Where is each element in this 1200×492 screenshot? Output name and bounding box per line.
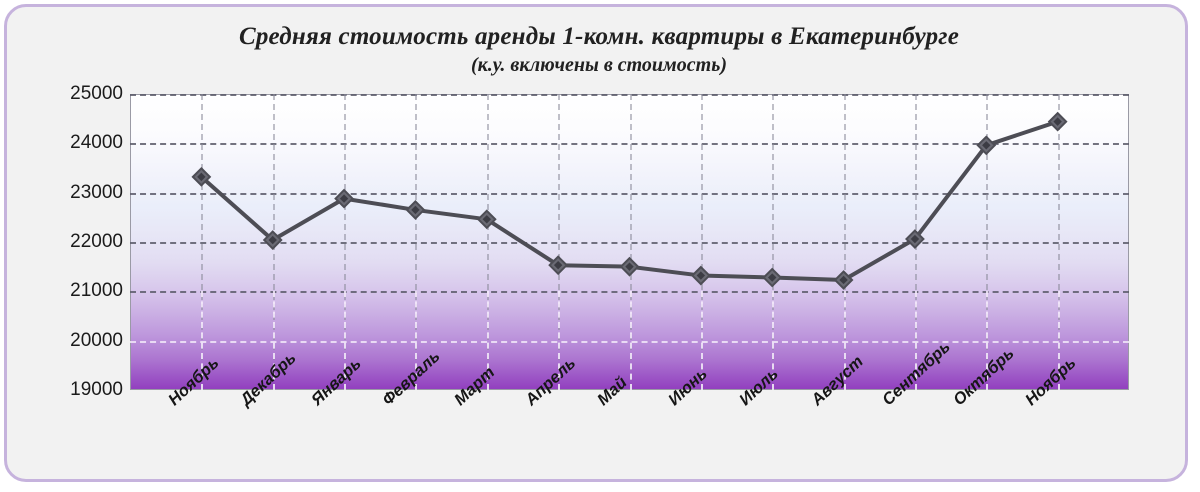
series-line [199,119,1060,282]
vertical-gridline [772,94,775,390]
data-point-marker-core [268,235,277,245]
vertical-gridline-light [344,291,347,390]
y-axis-tick-label: 21000 [70,280,123,302]
vertical-gridline [486,94,489,390]
y-axis-tick-label: 19000 [70,379,123,400]
data-point-marker-core [910,234,920,244]
line-series [191,111,1068,290]
vertical-gridline [700,94,703,390]
vertical-gridline-light [486,291,489,390]
vertical-gridline-light [700,291,703,390]
vertical-gridline-light [201,291,204,390]
y-axis-tick-label: 20000 [70,329,123,351]
data-point-marker-core [197,172,206,182]
chart-title-block: Средняя стоимость аренды 1-комн. квартир… [7,23,1185,77]
y-axis-tick-label: 22000 [70,231,123,252]
chart-card: Средняя стоимость аренды 1-комн. квартир… [4,4,1188,482]
data-point-marker-core [339,194,349,203]
vertical-gridline [629,94,632,390]
vertical-gridline [558,94,561,390]
vertical-gridline [986,94,989,390]
vertical-gridline-light [415,291,418,390]
page-title: Средняя стоимость аренды 1-комн. квартир… [238,23,960,50]
vertical-gridline-light [558,291,561,390]
vertical-gridline-light [772,291,775,390]
vertical-gridline-light [843,291,846,390]
y-axis-tick-label: 24000 [70,132,123,154]
x-axis-labels: Ноябрь Декабрь Январь Февраль Март Апрель Май И… [130,338,1129,479]
y-axis-tick-label: 23000 [70,181,123,203]
data-point-marker-core [482,215,491,224]
vertical-gridline [1057,94,1060,390]
data-point-marker-core [982,141,991,150]
data-point-marker-core [625,262,634,271]
vertical-gridline [415,94,418,390]
plot-area [130,94,1129,390]
vertical-gridline [201,94,204,390]
vertical-gridline [843,94,846,390]
data-point-marker-core [1053,117,1062,126]
vertical-gridline-light [272,291,275,390]
grid-layer [130,94,1129,390]
data-point-marker-core [839,275,848,285]
vertical-gridline-light [629,291,632,390]
data-point-marker-core [696,271,706,280]
vertical-gridline [344,94,347,390]
y-axis-labels: 25000 24000 23000 22000 21000 20000 19000 [31,83,123,400]
vertical-gridline-light [914,291,917,390]
data-point-marker-core [768,273,777,282]
vertical-gridline-light [986,291,989,390]
chart-subtitle: (к.у. включены в стоимость) [470,54,727,76]
vertical-gridline-light [1057,291,1060,390]
y-axis-tick-label: 25000 [70,83,123,104]
data-point-marker-core [411,205,420,215]
